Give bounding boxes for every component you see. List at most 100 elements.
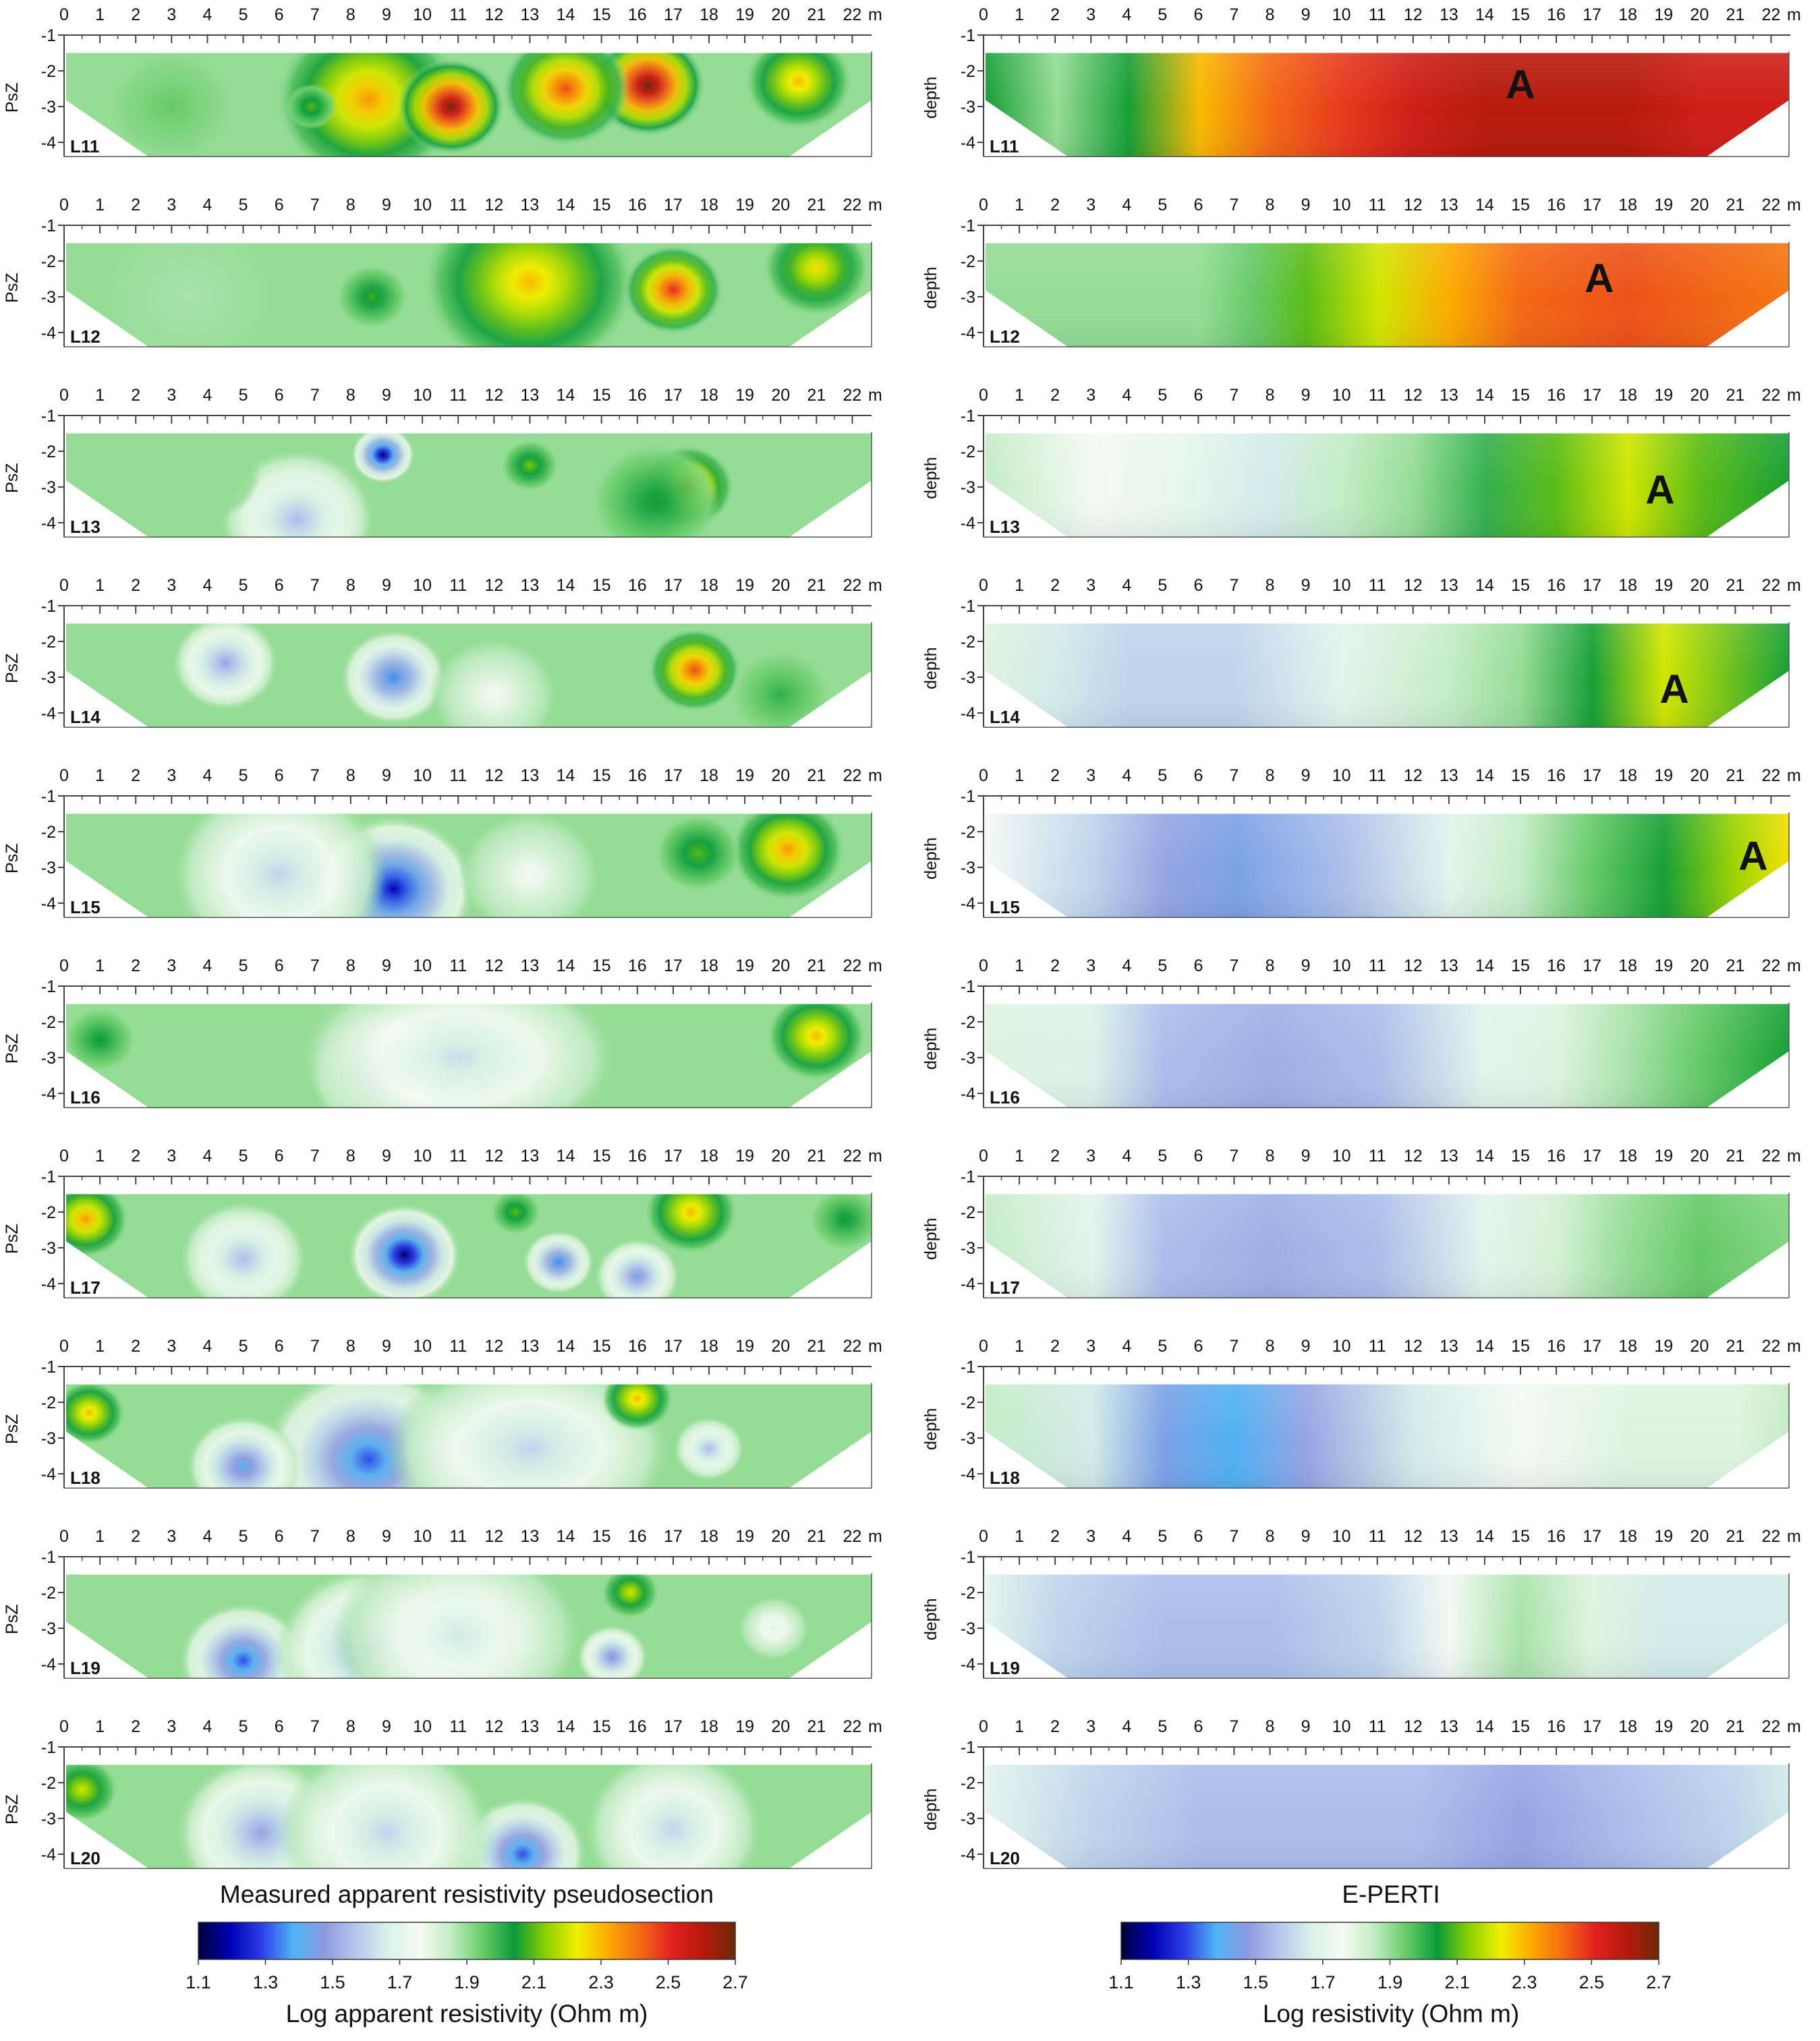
x-tick-label: 19 — [1654, 5, 1673, 24]
x-tick-label: 11 — [449, 1717, 467, 1736]
section-L17-measured: 0 1 2 3 4 5 6 7 8 9 10 11 12 13 14 15 16 17 18 19 20 21 22 m-1-… — [3, 1147, 882, 1298]
x-tick-label: 9 — [382, 766, 391, 785]
x-tick-label: 22 — [1762, 766, 1781, 785]
x-tick-label: 21 — [807, 1337, 826, 1356]
anomaly-blob — [96, 243, 283, 347]
x-tick-label: 6 — [275, 196, 284, 214]
section-fill — [986, 1574, 1789, 1679]
x-tick-label: 10 — [413, 196, 432, 214]
x-tick-label: 3 — [167, 956, 176, 975]
x-tick-label: 15 — [592, 5, 611, 24]
x-tick-label: 14 — [557, 956, 575, 975]
anomaly-blob — [458, 813, 602, 918]
anomaly-blob — [501, 440, 559, 492]
colorbar-tick-label: 2.5 — [1579, 1972, 1605, 1992]
x-tick-label: 0 — [979, 956, 988, 975]
x-tick-label: 14 — [557, 1337, 575, 1356]
y-tick-label: -2 — [961, 1584, 975, 1603]
x-tick-label: 20 — [771, 196, 790, 214]
x-tick-label: 16 — [628, 1527, 647, 1546]
line-label: L17 — [70, 1277, 101, 1298]
x-tick-label: 13 — [1440, 1527, 1458, 1546]
x-tick-label: 7 — [310, 576, 320, 595]
y-tick-label: -2 — [961, 1774, 975, 1793]
x-tick-label: 13 — [521, 5, 540, 24]
x-tick-label: 12 — [1404, 1527, 1423, 1546]
anomaly-blob — [730, 650, 831, 728]
x-tick-label: 10 — [413, 766, 432, 785]
section-L19-measured: 0 1 2 3 4 5 6 7 8 9 10 11 12 13 14 15 16 17 18 19 20 21 22 m-1-… — [3, 1527, 882, 1679]
x-tick-label: 13 — [521, 766, 540, 785]
line-label: L16 — [70, 1087, 101, 1108]
anomaly-blob — [153, 433, 262, 521]
x-tick-label: 2 — [1050, 1337, 1060, 1356]
x-tick-label: 11 — [1369, 1717, 1386, 1736]
x-tick-label: 1 — [95, 956, 105, 975]
x-tick-label: 8 — [346, 1527, 356, 1546]
x-tick-label: 19 — [735, 956, 754, 975]
section-fill — [66, 1764, 872, 1869]
x-tick-label: 0 — [59, 956, 69, 975]
x-tick-label: 10 — [1332, 766, 1351, 785]
x-tick-label: 15 — [592, 1337, 611, 1356]
x-tick-label: 0 — [59, 576, 69, 595]
x-tick-label: 18 — [700, 5, 718, 24]
x-tick-label: 3 — [1086, 196, 1096, 214]
x-tick-label: 18 — [1618, 386, 1637, 405]
y-tick-label: -2 — [41, 1584, 56, 1603]
x-tick-label: 10 — [413, 1337, 432, 1356]
x-tick-label: 6 — [1193, 1717, 1203, 1736]
x-tick-label: 9 — [1301, 1147, 1311, 1166]
x-tick-label: 18 — [1618, 1147, 1637, 1166]
x-unit-label: m — [868, 1527, 882, 1546]
x-unit-label: m — [1787, 576, 1801, 595]
x-tick-label: 16 — [1547, 5, 1566, 24]
x-tick-label: 6 — [1193, 386, 1203, 405]
x-tick-label: 9 — [1301, 386, 1311, 405]
x-tick-label: 21 — [1726, 1527, 1744, 1546]
x-tick-label: 9 — [382, 196, 391, 214]
x-unit-label: m — [868, 766, 882, 785]
x-tick-label: 18 — [700, 1147, 718, 1166]
x-tick-label: 22 — [843, 766, 862, 785]
x-tick-label: 5 — [239, 766, 248, 785]
x-tick-label: 8 — [346, 1717, 356, 1736]
x-tick-label: 6 — [275, 766, 284, 785]
x-tick-label: 12 — [484, 1527, 503, 1546]
anomaly-blob — [623, 244, 724, 335]
x-tick-label: 7 — [310, 1337, 320, 1356]
x-tick-label: 6 — [1193, 1527, 1203, 1546]
x-unit-label: m — [868, 1717, 882, 1736]
x-tick-label: 19 — [1654, 386, 1673, 405]
colorbar-tick-label: 2.7 — [1646, 1972, 1672, 1992]
x-tick-label: 3 — [167, 1147, 176, 1166]
x-tick-label: 4 — [1122, 386, 1131, 405]
x-tick-label: 4 — [202, 1527, 212, 1546]
y-axis-label: PsZ — [3, 463, 22, 493]
x-tick-label: 9 — [382, 956, 391, 975]
left-colorbar: 1.1 1.3 1.5 1.7 1.9 2.1 2.3 2.5 2.7 — [186, 1922, 748, 1992]
x-tick-label: 16 — [1547, 1717, 1566, 1736]
x-tick-label: 1 — [1015, 196, 1024, 214]
x-tick-label: 9 — [1301, 5, 1311, 24]
line-label: L16 — [990, 1087, 1020, 1108]
x-tick-label: 5 — [239, 386, 248, 405]
anomaly-blob — [429, 637, 559, 728]
section-L13-measured: 0 1 2 3 4 5 6 7 8 9 10 11 12 13 14 15 16 17 18 19 20 21 22 m-1-… — [3, 386, 882, 538]
x-tick-label: 7 — [310, 1147, 320, 1166]
y-tick-label: -1 — [961, 597, 975, 616]
x-tick-label: 14 — [1475, 1147, 1494, 1166]
section-fill — [986, 1764, 1789, 1869]
colorbar-tick-label: 2.3 — [1512, 1972, 1537, 1992]
x-tick-label: 0 — [59, 1147, 69, 1166]
x-tick-label: 1 — [95, 386, 105, 405]
x-unit-label: m — [1787, 1717, 1801, 1736]
x-tick-label: 1 — [1015, 1717, 1024, 1736]
x-tick-label: 7 — [310, 386, 320, 405]
x-tick-label: 4 — [202, 386, 212, 405]
x-tick-label: 22 — [843, 1147, 862, 1166]
x-tick-label: 20 — [771, 1717, 790, 1736]
anomaly-blob — [350, 433, 416, 484]
x-tick-label: 0 — [59, 196, 69, 214]
left-colorbar-label: Log apparent resistivity (Ohm m) — [286, 2000, 648, 2028]
